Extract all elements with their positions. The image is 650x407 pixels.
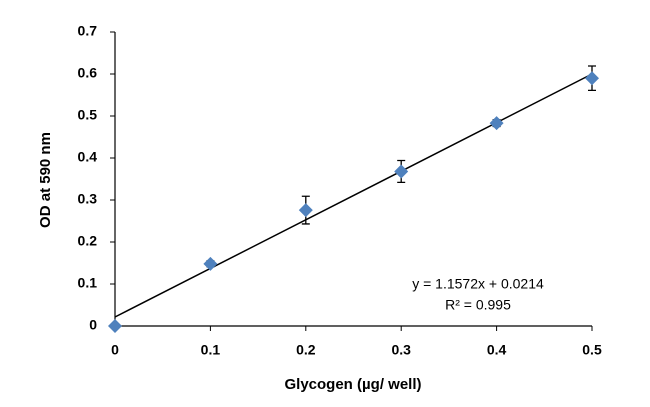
x-tick-label: 0.2 xyxy=(296,342,316,358)
trendline xyxy=(114,73,593,318)
y-tick-label: 0.2 xyxy=(78,233,98,249)
y-tick-label: 0.5 xyxy=(78,107,98,123)
y-tick-label: 0 xyxy=(89,317,97,333)
y-tick-label: 0.6 xyxy=(78,65,98,81)
r-squared: R² = 0.995 xyxy=(445,297,511,313)
x-tick-label: 0.3 xyxy=(391,342,411,358)
x-axis-title: Glycogen (µg/ well) xyxy=(285,376,422,393)
y-tick-label: 0.3 xyxy=(78,191,98,207)
x-tick-label: 0 xyxy=(111,342,119,358)
y-axis-title: OD at 590 nm xyxy=(37,132,54,228)
marker xyxy=(394,164,409,179)
x-tick-label: 0.4 xyxy=(487,342,507,358)
marker xyxy=(108,319,122,333)
equation: y = 1.1572x + 0.0214 xyxy=(412,276,544,292)
marker xyxy=(203,256,218,271)
y-tick-label: 0.7 xyxy=(78,23,98,39)
y-tick-label: 0.4 xyxy=(78,149,98,165)
marker xyxy=(489,116,504,131)
x-tick-label: 0.5 xyxy=(582,342,602,358)
marker xyxy=(585,71,599,86)
x-tick-label: 0.1 xyxy=(201,342,221,358)
y-tick-label: 0.1 xyxy=(78,275,98,291)
marker xyxy=(298,203,313,218)
